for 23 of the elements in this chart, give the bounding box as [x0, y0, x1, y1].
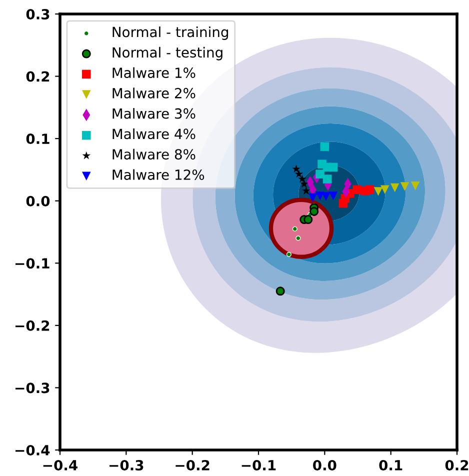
y-tick-label: −0.4 [16, 444, 50, 456]
y-tick-label: 0.1 [26, 134, 50, 144]
y-tick-label: −0.2 [16, 320, 50, 331]
legend-label: Malware 3% [112, 108, 196, 119]
y-tick-label: −0.1 [16, 258, 50, 269]
y-tick-label: −0.3 [16, 382, 50, 394]
x-tick-label: −0.1 [242, 460, 276, 470]
y-tick-label: 0.3 [26, 8, 50, 20]
y-tick-label: 0.0 [26, 196, 50, 206]
x-tick-label: 0.1 [379, 460, 402, 470]
legend-label: Malware 4% [112, 128, 196, 140]
x-tick-label: 0.0 [313, 460, 336, 470]
x-tick-label: −0.4 [43, 460, 78, 470]
legend-label: Normal - testing [112, 46, 222, 60]
y-tick-label: 0.2 [26, 71, 50, 82]
x-tick-label: −0.2 [176, 460, 210, 470]
legend-label: Malware 8% [112, 148, 196, 160]
legend-label: Normal - training [112, 26, 228, 40]
legend-label: Malware 2% [112, 88, 196, 98]
legend-label: Malware 1% [112, 67, 196, 78]
x-tick-label: −0.3 [110, 460, 144, 470]
x-tick-label: 0.2 [445, 460, 468, 470]
legend-label: Malware 12% [112, 169, 204, 180]
